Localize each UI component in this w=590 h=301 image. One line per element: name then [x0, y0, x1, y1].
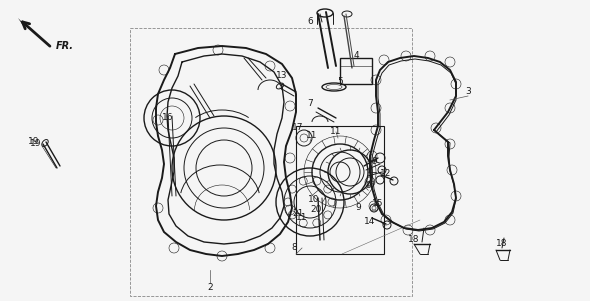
Text: 10: 10 [308, 196, 320, 204]
Bar [130, 28, 412, 296]
Text: 20: 20 [310, 206, 322, 215]
Text: 13: 13 [276, 72, 288, 80]
Text: FR.: FR. [56, 41, 74, 51]
Text: 18: 18 [408, 235, 419, 244]
Text: 21: 21 [292, 209, 304, 219]
Text: 11: 11 [306, 132, 318, 141]
Text: 15: 15 [372, 200, 384, 209]
Text: 4: 4 [353, 51, 359, 60]
Text: 9: 9 [371, 157, 377, 166]
Text: 5: 5 [337, 77, 343, 86]
Text: 9: 9 [355, 203, 361, 213]
Text: 11: 11 [330, 128, 342, 136]
Bar [296, 126, 384, 254]
Text: 19: 19 [30, 139, 42, 148]
Polygon shape [18, 18, 26, 30]
Text: 19: 19 [28, 138, 40, 147]
Text: 12: 12 [381, 169, 392, 178]
Text: 16: 16 [162, 113, 173, 123]
Text: 14: 14 [364, 218, 376, 226]
Text: 7: 7 [307, 100, 313, 108]
Text: 3: 3 [465, 88, 471, 97]
Text: 17: 17 [292, 123, 304, 132]
Text: 9: 9 [365, 182, 371, 191]
Text: 6: 6 [307, 17, 313, 26]
Text: 18: 18 [496, 240, 508, 249]
Text: 11: 11 [296, 213, 308, 222]
Text: 2: 2 [207, 283, 213, 291]
Text: 8: 8 [291, 244, 297, 253]
Bar [340, 58, 372, 84]
